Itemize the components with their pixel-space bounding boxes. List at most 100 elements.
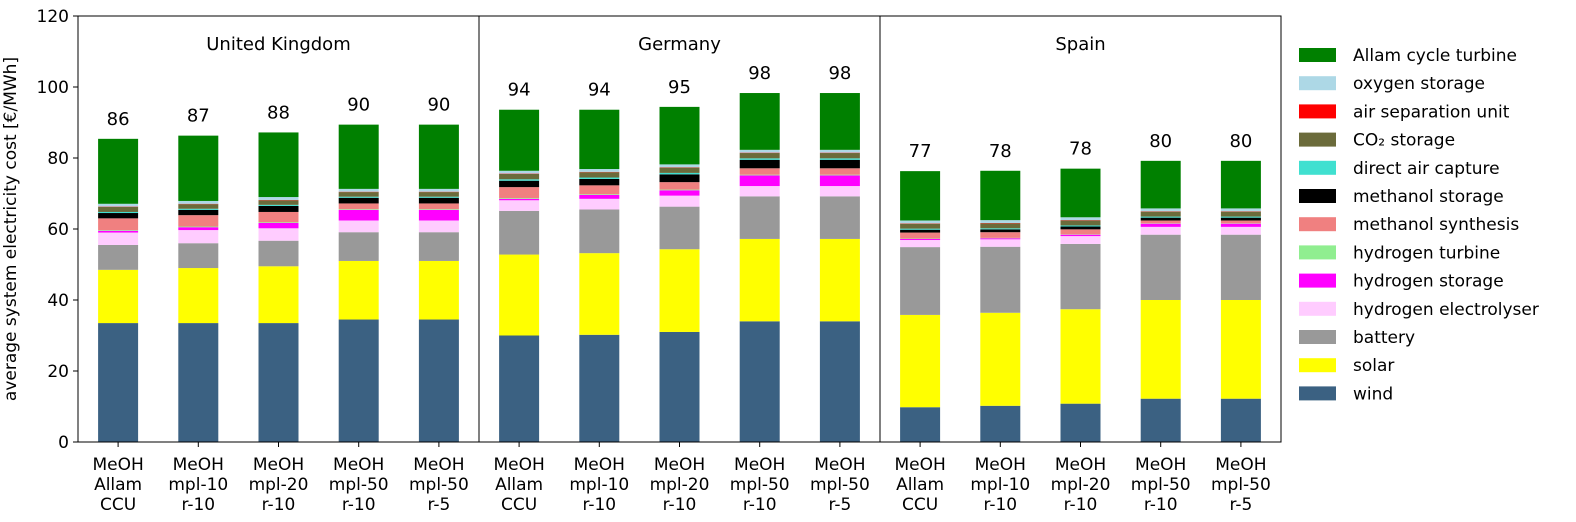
x-tick-label: r-5 [1229, 495, 1252, 515]
bar-segment [1220, 300, 1261, 399]
bar-segment [900, 229, 941, 233]
bar-segment [579, 169, 620, 172]
bar-segment [579, 177, 620, 179]
bar-segment [1060, 234, 1101, 237]
legend-swatch [1299, 104, 1336, 119]
group-title: Spain [1055, 34, 1105, 55]
bar-segment [1140, 398, 1181, 442]
bar-segment [178, 243, 219, 269]
x-tick-label: r-5 [427, 495, 450, 515]
bar-segment [739, 153, 780, 159]
bar-segment [900, 232, 941, 239]
bar-segment [659, 106, 700, 165]
bar-segment [178, 227, 219, 231]
bar-segment [178, 230, 219, 244]
bar-segment [418, 192, 459, 197]
bar-segment [258, 205, 299, 212]
bar-segment [98, 206, 139, 212]
y-tick-label: 100 [37, 78, 69, 98]
bar-segment [819, 153, 860, 159]
bar-segment [178, 323, 219, 442]
x-tick-label: r-10 [1064, 495, 1098, 515]
bar-segment [418, 196, 459, 198]
axes-layer [73, 15, 1282, 447]
x-tick-label: r-10 [743, 495, 777, 515]
bar-segment [659, 167, 700, 173]
bar-segment [338, 203, 379, 210]
bar-segment [338, 319, 379, 442]
bar-segment [499, 200, 540, 211]
bar-segment [579, 172, 620, 178]
legend-swatch [1299, 160, 1336, 175]
legend-label: battery [1353, 328, 1415, 348]
bar-segment [659, 172, 700, 175]
bar-segment [659, 249, 700, 332]
bar-segment [980, 220, 1021, 223]
bar-segment [1140, 223, 1181, 227]
x-tick-label: MeOH [333, 455, 384, 475]
legend-label: Allam cycle turbine [1353, 46, 1517, 66]
bar-segment [1060, 236, 1101, 244]
bar-segment [338, 260, 379, 320]
bar-segment [1060, 403, 1101, 442]
bar-segment [659, 174, 700, 183]
bar-segment [258, 211, 299, 223]
x-tick-label: Allam [896, 475, 944, 495]
bar-segment [659, 164, 700, 168]
bar-total-label: 80 [1149, 131, 1172, 152]
bar-segment [499, 198, 540, 199]
bar-segment [659, 331, 700, 442]
bar-segment [739, 175, 780, 187]
bar-segment [579, 253, 620, 335]
bar-segment [579, 334, 620, 442]
bar-segment [739, 186, 780, 197]
x-tick-label: r-10 [181, 495, 215, 515]
bar-segment [418, 319, 459, 442]
bar-segment [418, 232, 459, 261]
legend-swatch [1299, 132, 1336, 147]
bar-segment [819, 186, 860, 197]
bar-segment [178, 208, 219, 210]
bar-segment [258, 222, 299, 229]
legend-label: methanol storage [1353, 187, 1504, 207]
bar-total-label: 98 [748, 63, 771, 84]
bar-segment [819, 149, 860, 153]
bar-segment [499, 187, 540, 199]
bar-segment [900, 238, 941, 241]
bar-segment [1140, 220, 1181, 224]
x-tick-label: MeOH [654, 455, 705, 475]
bar-segment [739, 168, 780, 175]
bar-segment [418, 197, 459, 204]
bar-segment [338, 197, 379, 204]
bar-segment [1220, 220, 1261, 224]
bar-segment [98, 230, 139, 231]
bar-segment [1060, 225, 1101, 227]
x-tick-label: mpl-50 [409, 475, 469, 495]
bar-segment [258, 266, 299, 324]
group-title: United Kingdom [206, 34, 350, 55]
legend-swatch [1299, 48, 1336, 62]
bar-segment [1140, 217, 1181, 221]
x-tick-label: r-10 [1144, 495, 1178, 515]
bar-segment [258, 197, 299, 200]
bar-segment [1140, 208, 1181, 212]
x-tick-label: MeOH [1055, 455, 1106, 475]
bar-segment [1060, 243, 1101, 310]
bar-total-label: 87 [187, 106, 210, 127]
x-tick-label: CCU [902, 495, 938, 515]
bar-segment [980, 238, 1021, 240]
bar-segment [178, 209, 219, 216]
bar-segment [1220, 398, 1261, 442]
bar-segment [900, 247, 941, 315]
x-tick-label: MeOH [894, 455, 945, 475]
legend-swatch [1299, 189, 1336, 203]
bar-segment [1140, 216, 1181, 218]
x-tick-label: r-10 [983, 495, 1017, 515]
labels-layer: 86MeOHAllamCCU87MeOHmpl-10r-1088MeOHmpl-… [1, 7, 1271, 515]
bar-segment [1060, 226, 1101, 230]
bar-segment [739, 238, 780, 322]
bar-segment [900, 220, 941, 224]
x-tick-label: Allam [94, 475, 142, 495]
bar-segment [258, 200, 299, 205]
group-title: Germany [638, 34, 721, 55]
